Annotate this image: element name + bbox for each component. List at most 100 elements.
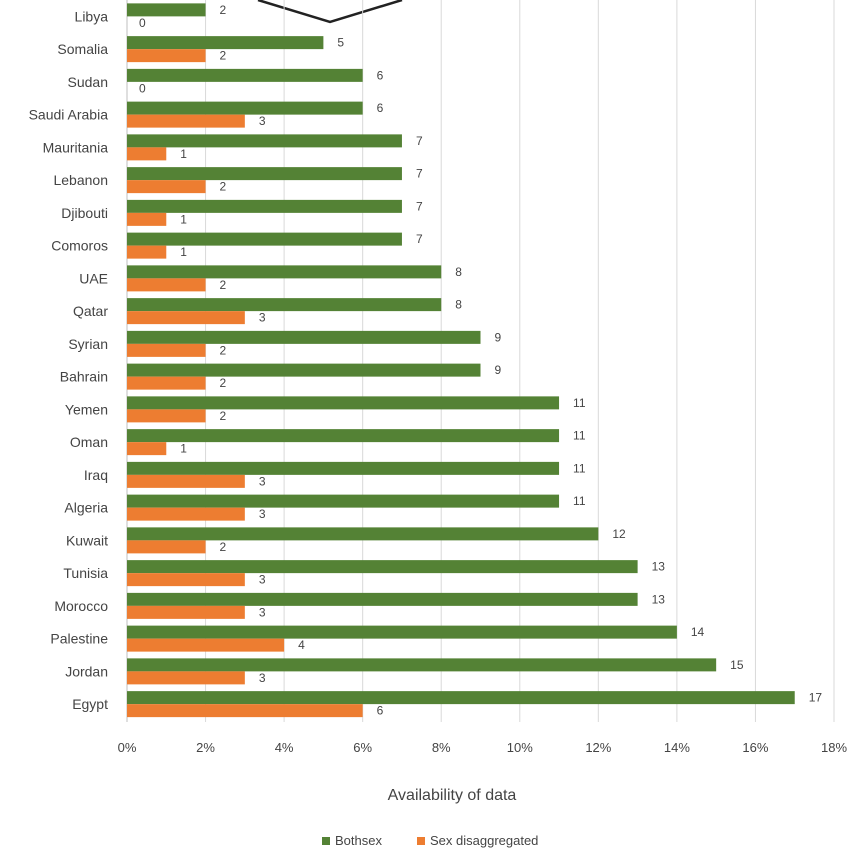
bar-bothsex [127,363,481,377]
bar-sex-disaggregated [127,442,167,456]
x-tick-labels: 0% 2% 4% 6% 8% 10% 12% 14% 16% 18% [118,740,848,755]
bar-sex-disaggregated [127,507,245,521]
category-label: Lebanon [53,172,108,188]
bar-bothsex [127,265,442,279]
category-label: UAE [79,270,108,286]
data-label: 7 [416,167,423,181]
data-label: 8 [455,298,462,312]
category-labels: Libya Somalia Sudan Saudi Arabia Mauritania L… [29,8,109,712]
bar-bothsex [127,330,481,344]
data-label: 0 [139,16,146,30]
data-label: 3 [259,507,266,521]
category-label: Oman [70,434,108,450]
data-label: 1 [180,212,187,226]
bar-bothsex [127,167,402,181]
bar-sex-disaggregated [127,540,206,554]
data-label: 2 [220,540,227,554]
x-tick-label: 16% [742,740,768,755]
x-tick-label: 8% [432,740,451,755]
category-label: Morocco [54,598,108,614]
data-label: 3 [259,311,266,325]
data-label: 3 [259,114,266,128]
bar-bothsex [127,68,363,82]
x-tick-label: 10% [507,740,533,755]
data-label: 7 [416,134,423,148]
bar-bothsex [127,429,560,443]
data-label: 3 [259,671,266,685]
bar-sex-disaggregated [127,49,206,63]
data-label: 13 [652,560,666,574]
bar-sex-disaggregated [127,212,167,226]
data-label: 11 [573,396,586,410]
data-label: 11 [573,461,586,475]
bar-sex-disaggregated [127,245,167,259]
bar-bothsex [127,199,402,213]
data-label: 2 [220,49,227,63]
bar-sex-disaggregated [127,311,245,325]
data-label: 0 [139,81,146,95]
bar-bothsex [127,592,638,606]
data-label: 11 [573,429,586,443]
legend: Bothsex Sex disaggregated [322,833,538,848]
data-label: 1 [180,147,187,161]
data-label: 1 [180,442,187,456]
data-label: 8 [455,265,462,279]
bar-sex-disaggregated [127,704,363,718]
bar-sex-disaggregated [127,180,206,194]
bars-group: 2052606371727171828392921121111131131221… [127,3,822,718]
category-label: Jordan [65,663,108,679]
data-label: 3 [259,605,266,619]
data-label: 9 [495,330,502,344]
bar-bothsex [127,298,442,312]
bar-sex-disaggregated [127,638,285,652]
x-tick-label: 14% [664,740,690,755]
x-tick-label: 12% [585,740,611,755]
data-label: 7 [416,232,423,246]
category-label: Syrian [68,336,108,352]
data-label: 12 [612,527,626,541]
data-label: 2 [220,409,227,423]
bar-bothsex [127,3,206,17]
category-label: Egypt [72,696,108,712]
data-label: 13 [652,592,666,606]
data-label: 3 [259,573,266,587]
bar-sex-disaggregated [127,605,245,619]
bar-bothsex [127,461,560,475]
data-label: 5 [337,36,344,50]
bar-sex-disaggregated [127,343,206,357]
legend-label: Bothsex [335,833,382,848]
legend-swatch [417,837,425,845]
data-label: 7 [416,199,423,213]
x-tick-label: 0% [118,740,137,755]
category-label: Yemen [65,401,108,417]
category-label: Tunisia [63,565,108,581]
bar-bothsex [127,494,560,508]
bar-sex-disaggregated [127,573,245,587]
category-label: Somalia [57,41,108,57]
category-label: Palestine [50,631,108,647]
data-label: 9 [495,363,502,377]
legend-swatch [322,837,330,845]
bar-bothsex [127,560,638,574]
data-label: 11 [573,494,586,508]
category-label: Iraq [84,467,108,483]
data-label: 6 [377,68,384,82]
bar-bothsex [127,691,795,705]
legend-label: Sex disaggregated [430,833,538,848]
bar-sex-disaggregated [127,376,206,390]
bar-bothsex [127,658,717,672]
category-label: Djibouti [61,205,108,221]
bar-bothsex [127,396,560,410]
data-label: 2 [220,278,227,292]
bar-bothsex [127,101,363,115]
bar-sex-disaggregated [127,114,245,128]
bar-sex-disaggregated [127,474,245,488]
bar-sex-disaggregated [127,671,245,685]
x-tick-label: 6% [353,740,372,755]
data-label: 1 [180,245,187,259]
x-tick-label: 4% [275,740,294,755]
data-label: 6 [377,704,384,718]
category-label: Sudan [68,74,108,90]
x-axis-title: Availability of data [388,787,517,804]
